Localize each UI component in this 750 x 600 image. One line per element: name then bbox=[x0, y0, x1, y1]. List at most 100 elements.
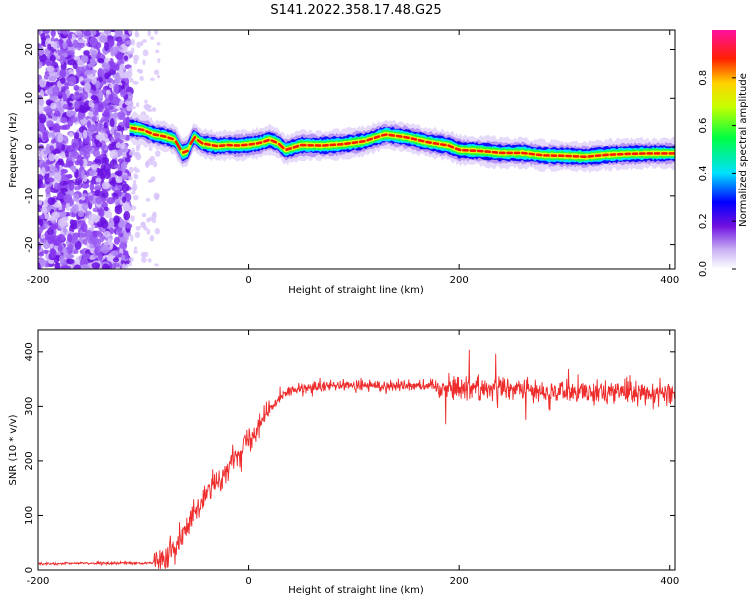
noise-point bbox=[80, 169, 85, 179]
noise-point bbox=[49, 95, 58, 102]
noise-point bbox=[132, 80, 139, 85]
noise-point bbox=[38, 226, 44, 235]
noise-point bbox=[89, 36, 98, 47]
noise-point bbox=[80, 222, 88, 233]
noise-point bbox=[100, 244, 110, 254]
noise-point bbox=[58, 211, 67, 217]
noise-point bbox=[45, 61, 52, 67]
noise-point bbox=[107, 38, 115, 48]
noise-point bbox=[117, 124, 122, 132]
noise-point bbox=[59, 69, 67, 78]
noise-point bbox=[109, 118, 115, 128]
noise-point bbox=[67, 102, 73, 107]
noise-point bbox=[81, 202, 89, 211]
noise-point bbox=[94, 189, 100, 197]
noise-point bbox=[71, 94, 80, 100]
noise-point bbox=[92, 149, 101, 158]
noise-point bbox=[38, 251, 45, 257]
noise-point bbox=[118, 218, 125, 229]
noise-point bbox=[128, 30, 132, 35]
noise-point bbox=[119, 44, 128, 54]
noise-point bbox=[121, 196, 127, 204]
snr-ytick-label: 300 bbox=[24, 397, 35, 416]
noise-point bbox=[59, 255, 65, 264]
snr-frame bbox=[37, 329, 676, 571]
noise-point bbox=[71, 142, 77, 149]
noise-point bbox=[95, 80, 101, 90]
ridge-core bbox=[454, 147, 462, 152]
snr-xtick-label: 400 bbox=[660, 576, 679, 587]
noise-point bbox=[130, 205, 137, 211]
noise-point bbox=[99, 207, 105, 218]
spectrogram-axes: -200 0 200 400 -20 -10 0 10 20 bbox=[24, 30, 679, 286]
noise-point bbox=[139, 75, 144, 81]
noise-point bbox=[85, 106, 90, 111]
noise-point bbox=[129, 150, 134, 156]
noise-point bbox=[91, 262, 101, 269]
noise-point bbox=[63, 193, 73, 204]
spectrogram-ytick-label: 10 bbox=[24, 92, 35, 105]
spectrogram-xtick-label: 0 bbox=[245, 275, 251, 286]
noise-point bbox=[114, 30, 124, 37]
noise-point bbox=[81, 55, 89, 64]
ridge-core bbox=[395, 134, 403, 138]
noise-point bbox=[68, 181, 75, 191]
spectrogram-frame bbox=[37, 29, 676, 270]
noise-point bbox=[154, 228, 161, 235]
noise-point bbox=[149, 234, 155, 242]
noise-point bbox=[141, 256, 147, 263]
noise-point bbox=[42, 131, 48, 141]
noise-point bbox=[144, 104, 151, 111]
noise-point bbox=[156, 41, 161, 46]
noise-point bbox=[57, 133, 64, 143]
noise-point bbox=[145, 197, 151, 202]
noise-point bbox=[135, 102, 140, 108]
noise-point bbox=[112, 112, 119, 118]
noise-point bbox=[50, 139, 56, 144]
noise-point bbox=[62, 41, 67, 50]
noise-point bbox=[83, 151, 91, 159]
noise-point bbox=[103, 206, 109, 212]
noise-point bbox=[62, 135, 68, 142]
noise-point bbox=[47, 235, 53, 245]
spectrogram-x-label: Height of straight line (km) bbox=[288, 285, 424, 296]
noise-point bbox=[89, 182, 95, 192]
noise-point bbox=[71, 219, 78, 230]
ridge-core bbox=[439, 143, 447, 147]
ridge-core bbox=[137, 127, 145, 132]
noise-point bbox=[87, 62, 96, 68]
ridge-core bbox=[248, 142, 256, 146]
noise-point bbox=[92, 238, 102, 247]
snr-y-label: SNR (10 * v/v) bbox=[8, 414, 19, 485]
noise-point bbox=[96, 245, 101, 254]
noise-point bbox=[59, 55, 65, 65]
noise-point bbox=[68, 76, 74, 81]
spectrogram-panel: -200 0 200 400 -20 -10 0 10 20 Height of straigh… bbox=[8, 29, 679, 296]
noise-point bbox=[106, 197, 115, 205]
noise-point bbox=[39, 78, 47, 88]
noise-point bbox=[108, 105, 114, 110]
noise-point bbox=[148, 161, 155, 166]
noise-point bbox=[130, 234, 134, 242]
noise-point bbox=[38, 199, 43, 206]
noise-point bbox=[147, 258, 152, 263]
noise-point bbox=[67, 174, 73, 179]
noise-point bbox=[103, 162, 111, 173]
snr-ytick-label: 0 bbox=[24, 567, 35, 573]
noise-point bbox=[113, 83, 120, 94]
noise-point bbox=[157, 58, 161, 63]
noise-point bbox=[89, 244, 95, 249]
noise-point bbox=[72, 39, 79, 49]
noise-point bbox=[80, 196, 86, 201]
noise-point bbox=[47, 216, 57, 221]
noise-point bbox=[95, 196, 103, 205]
noise-point bbox=[73, 193, 80, 202]
noise-point bbox=[67, 243, 74, 251]
noise-point bbox=[79, 92, 84, 99]
snr-panel: -200 0 200 400 0 100 200 300 400 Height of strai… bbox=[8, 329, 679, 596]
noise-point bbox=[73, 248, 79, 255]
noise-point bbox=[38, 122, 45, 132]
noise-point bbox=[95, 141, 103, 148]
snr-xtick-label: -200 bbox=[27, 576, 50, 587]
noise-point bbox=[38, 60, 43, 69]
